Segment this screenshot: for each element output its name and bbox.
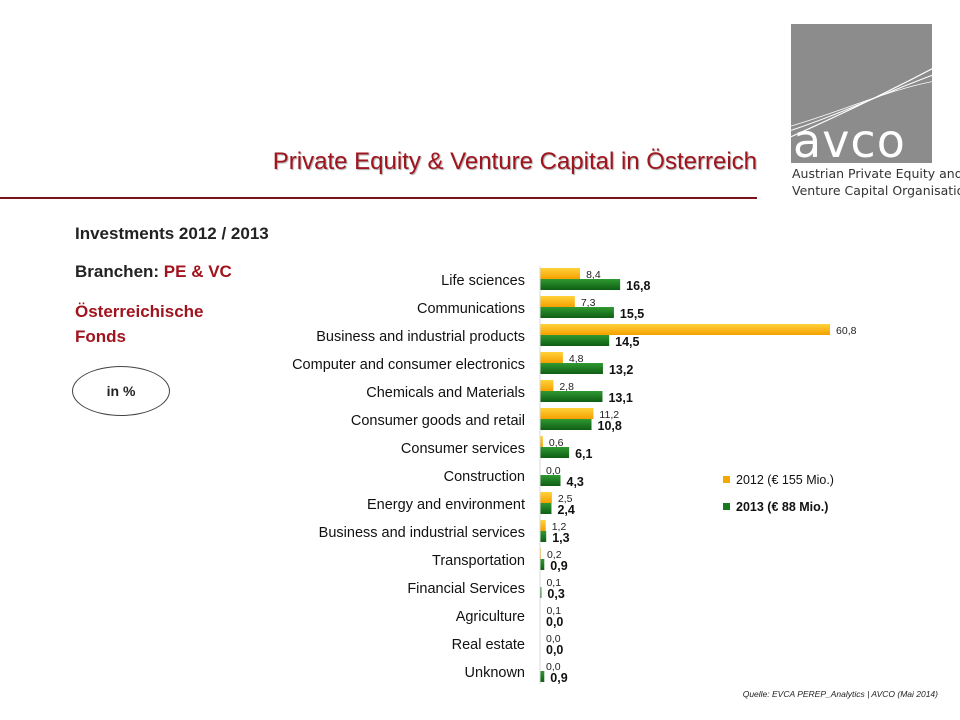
- bar-2013: [540, 279, 621, 290]
- value-label-2013: 0,9: [550, 559, 567, 573]
- bar-2013: [540, 671, 545, 682]
- category-label: Construction: [444, 469, 525, 485]
- category-label: Business and industrial products: [316, 329, 525, 345]
- category-label: Consumer goods and retail: [351, 413, 525, 429]
- branchen-accent: PE & VC: [163, 262, 232, 281]
- source-note: Quelle: EVCA PEREP_Analytics | AVCO (Mai…: [742, 689, 938, 699]
- value-label-2013: 6,1: [575, 447, 592, 461]
- value-label-2012: 0,0: [546, 633, 561, 645]
- bar-2012: [540, 296, 575, 307]
- category-label: Life sciences: [441, 273, 525, 289]
- logo-subtitle-line: Austrian Private Equity and: [792, 166, 960, 181]
- avco-logo: avco: [791, 24, 932, 163]
- value-label-2013: 16,8: [626, 279, 650, 293]
- branchen-heading: Branchen: PE & VC: [75, 262, 232, 282]
- bar-2012: [540, 408, 594, 419]
- logo-wordmark: avco: [793, 114, 906, 163]
- investments-heading: Investments 2012 / 2013: [75, 224, 269, 243]
- value-label-2012: 0,0: [546, 661, 561, 673]
- legend-label-2013: 2013 (€ 88 Mio.): [736, 500, 828, 514]
- value-label-2012: 0,1: [546, 577, 561, 589]
- logo-swoosh-icon: [791, 68, 932, 138]
- value-label-2013: 13,1: [608, 391, 632, 405]
- branchen-prefix: Branchen:: [75, 262, 164, 281]
- bar-2013: [540, 531, 547, 542]
- category-label: Chemicals and Materials: [366, 385, 525, 401]
- bar-2013: [540, 475, 561, 486]
- bar-2013: [540, 335, 610, 346]
- value-label-2013: 0,0: [546, 643, 563, 657]
- bar-2012: [540, 492, 552, 503]
- value-label-2012: 0,6: [549, 437, 564, 449]
- value-label-2013: 2,4: [557, 503, 574, 517]
- title-divider: [0, 197, 757, 199]
- bar-2013: [540, 363, 603, 374]
- unit-badge: in %: [72, 366, 170, 416]
- value-label-2013: 14,5: [615, 335, 639, 349]
- category-label: Business and industrial services: [319, 525, 525, 541]
- value-label-2012: 0,0: [546, 465, 561, 477]
- value-label-2012: 7,3: [581, 297, 596, 309]
- bar-2013: [540, 391, 603, 402]
- category-label: Energy and environment: [367, 497, 525, 513]
- legend-label-2012: 2012 (€ 155 Mio.): [736, 473, 834, 487]
- value-label-2013: 4,3: [567, 475, 584, 489]
- value-label-2013: 13,2: [609, 363, 633, 377]
- category-label: Transportation: [432, 553, 525, 569]
- bar-2012: [540, 324, 831, 335]
- value-label-2012: 60,8: [836, 325, 857, 337]
- bar-2013: [540, 307, 614, 318]
- category-label: Consumer services: [401, 441, 525, 457]
- category-label: Agriculture: [456, 609, 525, 625]
- bar-2013: [540, 503, 552, 514]
- bar-2013: [540, 419, 592, 430]
- bar-2012: [540, 380, 554, 391]
- bar-2012: [540, 436, 543, 447]
- value-label-2013: 1,3: [552, 531, 569, 545]
- value-label-2013: 15,5: [620, 307, 644, 321]
- bar-2012: [540, 268, 581, 279]
- fonds-heading: Österreichische Fonds: [75, 302, 204, 346]
- value-label-2012: 11,2: [599, 409, 619, 421]
- category-label: Communications: [417, 301, 525, 317]
- legend-swatch-2013: [723, 503, 730, 510]
- value-label-2013: 0,9: [550, 671, 567, 685]
- bar-2012: [540, 352, 563, 363]
- value-label-2012: 0,2: [547, 549, 562, 561]
- category-label: Real estate: [452, 637, 525, 653]
- logo-subtitle: Austrian Private Equity and Venture Capi…: [792, 165, 960, 199]
- legend-swatch-2012: [723, 476, 730, 483]
- page-title: Private Equity & Venture Capital in Öste…: [272, 148, 757, 175]
- bar-2013: [540, 559, 545, 570]
- category-label: Financial Services: [407, 581, 525, 597]
- value-label-2012: 4,8: [569, 353, 584, 365]
- value-label-2012: 0,1: [546, 605, 561, 617]
- bar-2013: [540, 587, 542, 598]
- logo-subtitle-line: Venture Capital Organisation: [792, 183, 960, 198]
- bar-2012: [540, 520, 546, 531]
- category-label: Computer and consumer electronics: [292, 357, 525, 373]
- value-label-2012: 2,5: [558, 493, 573, 505]
- value-label-2013: 10,8: [598, 419, 622, 433]
- value-label-2012: 2,8: [559, 381, 574, 393]
- category-label: Unknown: [465, 665, 525, 681]
- value-label-2013: 0,0: [546, 615, 563, 629]
- bar-2013: [540, 447, 570, 458]
- value-label-2013: 0,3: [547, 587, 564, 601]
- value-label-2012: 8,4: [586, 269, 601, 281]
- value-label-2012: 1,2: [552, 521, 567, 533]
